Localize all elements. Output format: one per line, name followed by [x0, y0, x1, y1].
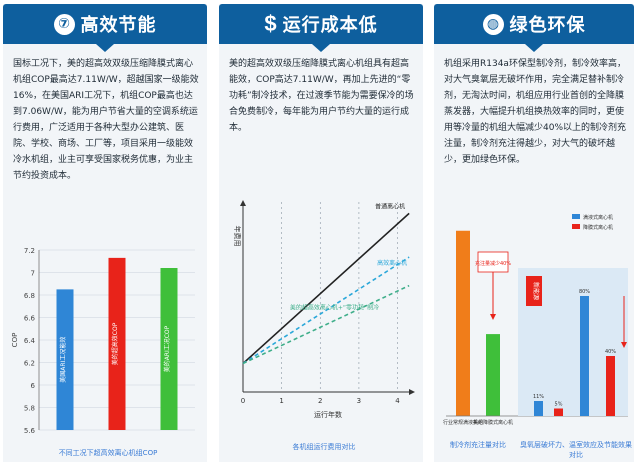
bar: [456, 231, 470, 416]
inset-value-label: 40%: [605, 349, 616, 355]
numbered-circle-icon: ⑦: [54, 14, 75, 35]
x-tick-label: 3: [357, 397, 361, 405]
bar-label: 美的超高效COP: [111, 322, 119, 365]
panel3-text: 机组采用R134a环保型制冷剂，制冷效率高，对大气臭氧层无破坏作用，完全满足替补…: [444, 56, 626, 168]
y-tick-label: 6.8: [24, 292, 35, 300]
panel3-bar-chart: 满液式离心机降膜式离心机行业常规满液机组美的降膜式离心机充注量减少40%新能源1…: [438, 204, 632, 432]
y-tick-label: 6: [31, 382, 36, 390]
y-axis-arrow-icon: [240, 200, 246, 206]
panel1-chart-caption: 不同工况下超高效离心机组COP: [13, 448, 203, 458]
globe-icon: ◍: [483, 14, 504, 35]
dollar-icon: $: [264, 11, 276, 37]
inset-value-label: 11%: [533, 394, 544, 400]
panel-low-operating-cost: $ 运行成本低 美的超高效双级压缩降膜式离心机组具有超高能效，COP高达7.11…: [219, 4, 423, 462]
legend-swatch: [572, 214, 580, 219]
panel2-header: $ 运行成本低: [219, 4, 423, 44]
panel2-title: 运行成本低: [283, 11, 378, 37]
panel2-chart-caption: 各机组运行费用对比: [229, 442, 419, 452]
y-tick-label: 7: [31, 270, 35, 278]
panel3-caption-right: 臭氧层破坏力、温室效应及节能效果对比: [520, 440, 632, 460]
y-axis-label: 年费用: [233, 226, 242, 247]
legend-label: 降膜式离心机: [583, 224, 613, 231]
inset-value-label: 5%: [555, 402, 563, 408]
x-axis-arrow-icon: [409, 389, 415, 395]
arrow-down-icon: [490, 314, 496, 320]
inset-bar: [554, 409, 563, 417]
inset-bar: [580, 296, 589, 416]
panel1-bar-chart: 5.6 5.8 6 6.2 6.4 6.6 6.8 7 7.2 COP 美国ARI工况能效 美的超高效…: [9, 240, 205, 440]
x-tick-label: 0: [241, 397, 245, 405]
panel2-text: 美的超高效双级压缩降膜式离心机组具有超高能效，COP高达7.11W/W，再加上先…: [229, 56, 415, 136]
y-tick-label: 6.2: [24, 360, 35, 368]
panel3-title: 绿色环保: [510, 11, 586, 37]
callout-text: 充注量减少40%: [475, 260, 511, 267]
bar-label: 美的ARI工况COP: [163, 325, 171, 372]
panel1-text: 国标工况下，美的超高效双级压缩降膜式离心机组COP最高达7.11W/W，超越国家…: [13, 56, 199, 184]
panel-green-environment: ◍ 绿色环保 机组采用R134a环保型制冷剂，制冷效率高，对大气臭氧层无破坏作用…: [434, 4, 634, 462]
y-tick-label: 5.6: [24, 427, 36, 435]
panel1-title: 高效节能: [81, 11, 157, 37]
legend-label: 满液式离心机: [583, 214, 613, 221]
bar-label: 美国ARI工况能效: [59, 337, 67, 383]
x-tick-label: 4: [395, 397, 400, 405]
inset-value-label: 80%: [579, 289, 590, 295]
panel-energy-efficiency: ⑦ 高效节能 国标工况下，美的超高效双级压缩降膜式离心机组COP最高达7.11W…: [3, 4, 207, 462]
inset-bar: [534, 401, 543, 416]
panel3-caption-left: 制冷剂充注量对比: [438, 440, 518, 450]
badge-text: 新能源: [532, 282, 540, 300]
y-tick-label: 5.8: [24, 405, 35, 413]
y-tick-label: 6.6: [24, 315, 36, 323]
series-label: 高效离心机: [377, 259, 407, 267]
panel3-header: ◍ 绿色环保: [434, 4, 634, 44]
bar: [486, 334, 500, 416]
series-label: 美的超高效离心机+“零功耗”制冷: [290, 304, 379, 312]
legend-swatch: [572, 224, 580, 229]
panel1-header: ⑦ 高效节能: [3, 4, 207, 44]
y-tick-label: 7.2: [24, 247, 35, 255]
x-axis-label: 运行年数: [314, 410, 342, 419]
inset-bar: [606, 356, 615, 416]
category-label: 美的降膜式离心机: [473, 419, 513, 426]
series-line: [243, 213, 409, 363]
x-tick-label: 1: [279, 397, 283, 405]
series-label: 普通离心机: [375, 202, 405, 210]
series-line: [243, 286, 409, 364]
y-tick-label: 6.4: [24, 337, 36, 345]
x-tick-label: 2: [318, 397, 322, 405]
y-axis-label: COP: [11, 333, 19, 348]
